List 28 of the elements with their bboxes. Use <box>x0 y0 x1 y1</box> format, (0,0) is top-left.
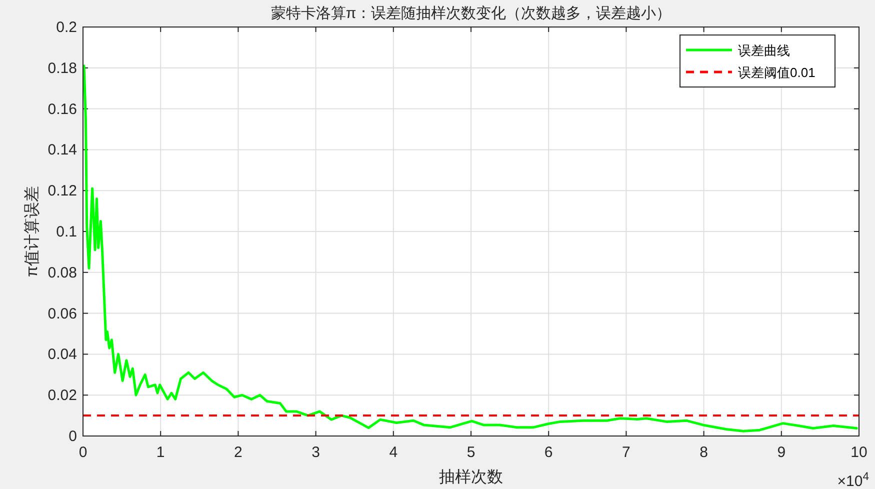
chart-title: 蒙特卡洛算π：误差随抽样次数变化（次数越多，误差越小） <box>270 5 672 22</box>
x-tick-label: 10 <box>850 444 868 461</box>
x-tick-label: 8 <box>700 444 708 461</box>
y-tick-label: 0.08 <box>48 264 77 282</box>
x-tick-label: 7 <box>622 444 630 461</box>
y-tick-label: 0.02 <box>48 387 77 404</box>
x-tick-label: 4 <box>389 444 398 461</box>
text: ×10$^{4}$ <box>837 471 869 489</box>
x-tick-label: 2 <box>234 444 242 461</box>
y-tick-label: 0.1 <box>56 224 77 240</box>
y-tick-label: 0.04 <box>48 346 77 364</box>
y-axis-title: π值计算误差 <box>23 186 41 278</box>
y-tick-label: 0.16 <box>48 100 77 118</box>
x-tick-label: 0 <box>78 444 88 461</box>
y-tick-label: 0 <box>68 428 77 445</box>
y-tick-label: 0.14 <box>48 142 77 159</box>
x-tick-label: 1 <box>156 444 165 461</box>
x-tick-label: 3 <box>312 444 320 461</box>
y-tick-label: 0.18 <box>48 60 77 77</box>
x-tick-label: 9 <box>777 444 786 461</box>
legend-label: 误差阈值0.01 <box>738 65 816 80</box>
legend-label: 误差曲线 <box>738 43 790 58</box>
y-tick-label: 0.2 <box>56 19 77 36</box>
y-tick-label: 0.06 <box>48 305 77 322</box>
x-tick-label: 5 <box>466 444 476 461</box>
y-tick-label: 0.12 <box>48 182 77 200</box>
x-tick-label: 6 <box>544 444 553 461</box>
x-axis-title: 抽样次数 <box>439 468 503 486</box>
